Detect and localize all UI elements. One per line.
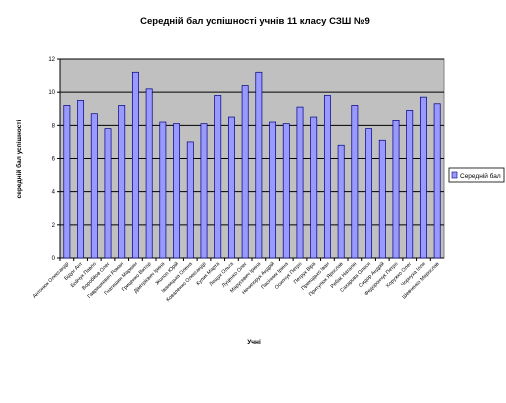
bar [433, 103, 441, 259]
bar [145, 88, 153, 259]
bar [419, 96, 427, 259]
y-tick-label: 6 [52, 157, 56, 163]
bar [63, 105, 71, 259]
bar [104, 128, 112, 259]
chart-title: Середній бал успішності учнів 11 класу С… [140, 16, 370, 27]
bar [378, 139, 386, 259]
bar [159, 121, 167, 259]
bar [77, 100, 85, 259]
bar [173, 123, 181, 259]
y-tick-label: 0 [52, 256, 56, 262]
legend-box [448, 167, 505, 183]
y-tick-label: 12 [48, 57, 55, 63]
y-tick-label: 8 [52, 123, 56, 129]
legend-swatch [451, 171, 458, 179]
legend-label: Середній бал [460, 172, 501, 180]
x-tick-label: Антонюк Олександр [32, 261, 71, 300]
bar [365, 128, 373, 259]
bar [269, 121, 277, 259]
y-tick-label: 10 [48, 90, 55, 96]
bar [323, 95, 331, 259]
bar [310, 116, 318, 259]
bar [214, 95, 222, 259]
bar [406, 110, 414, 259]
bar [255, 71, 263, 259]
y-axis-label: середній бал успішності [15, 119, 23, 198]
bar [90, 113, 98, 259]
bar [118, 105, 126, 259]
bar [337, 144, 345, 259]
y-tick-label: 2 [52, 223, 56, 229]
bar [186, 141, 194, 259]
legend: Середній бал [448, 167, 505, 183]
bar [227, 116, 235, 259]
y-tick-label: 4 [52, 190, 56, 196]
bar [131, 71, 139, 259]
bar [200, 123, 208, 259]
x-axis-label: Учні [247, 338, 261, 346]
bar [241, 85, 249, 259]
bar [296, 106, 304, 259]
bar [282, 123, 290, 259]
bar [392, 120, 400, 259]
bar [351, 105, 359, 259]
